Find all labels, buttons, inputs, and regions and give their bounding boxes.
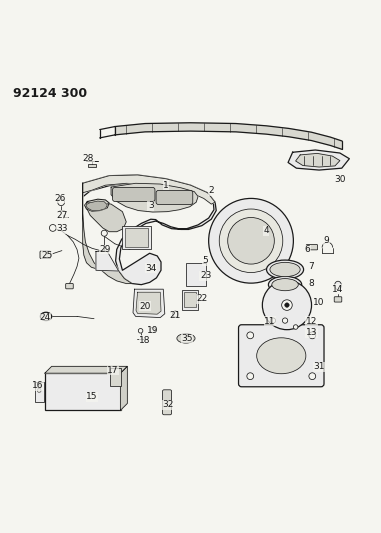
Polygon shape xyxy=(133,289,165,318)
Circle shape xyxy=(37,385,41,389)
Text: 9: 9 xyxy=(324,236,330,245)
Text: 6: 6 xyxy=(305,245,311,254)
Text: 14: 14 xyxy=(332,285,344,294)
Circle shape xyxy=(50,224,56,231)
Polygon shape xyxy=(45,366,127,373)
Circle shape xyxy=(263,280,312,330)
Polygon shape xyxy=(86,201,107,211)
Text: 10: 10 xyxy=(313,298,325,307)
Text: 30: 30 xyxy=(334,175,346,184)
Ellipse shape xyxy=(267,260,304,279)
Polygon shape xyxy=(83,175,216,285)
FancyBboxPatch shape xyxy=(156,190,193,205)
FancyBboxPatch shape xyxy=(184,292,196,308)
Text: 35: 35 xyxy=(181,334,192,343)
FancyBboxPatch shape xyxy=(163,390,171,415)
Polygon shape xyxy=(83,175,215,204)
FancyBboxPatch shape xyxy=(113,188,155,201)
FancyBboxPatch shape xyxy=(182,290,198,310)
Text: 92124 300: 92124 300 xyxy=(13,87,87,100)
Text: 8: 8 xyxy=(309,279,314,288)
Circle shape xyxy=(101,230,107,236)
Bar xyxy=(88,164,96,167)
Circle shape xyxy=(285,303,289,308)
Polygon shape xyxy=(296,154,340,167)
Polygon shape xyxy=(136,292,161,314)
FancyBboxPatch shape xyxy=(239,325,324,387)
Text: 27: 27 xyxy=(56,211,67,220)
Text: 34: 34 xyxy=(145,264,157,273)
Text: 29: 29 xyxy=(100,245,111,254)
FancyBboxPatch shape xyxy=(110,368,120,386)
Text: 24: 24 xyxy=(39,313,51,322)
FancyBboxPatch shape xyxy=(334,297,342,302)
Text: 20: 20 xyxy=(139,302,151,311)
Polygon shape xyxy=(288,150,349,170)
Circle shape xyxy=(37,389,41,392)
Text: 12: 12 xyxy=(306,317,317,326)
Ellipse shape xyxy=(40,312,52,320)
Polygon shape xyxy=(96,252,118,271)
Circle shape xyxy=(58,199,64,206)
Text: 5: 5 xyxy=(203,256,208,265)
Ellipse shape xyxy=(177,334,195,343)
Polygon shape xyxy=(83,183,132,284)
FancyBboxPatch shape xyxy=(66,284,73,289)
Ellipse shape xyxy=(335,281,341,289)
FancyBboxPatch shape xyxy=(306,245,318,250)
Text: 2: 2 xyxy=(208,187,214,196)
Polygon shape xyxy=(115,123,342,149)
Text: 19: 19 xyxy=(147,326,158,335)
Polygon shape xyxy=(120,366,127,410)
Ellipse shape xyxy=(257,338,306,374)
Circle shape xyxy=(228,217,274,264)
Circle shape xyxy=(282,318,288,323)
Circle shape xyxy=(247,332,254,339)
FancyBboxPatch shape xyxy=(125,228,148,247)
Text: 17: 17 xyxy=(107,366,119,375)
Text: 26: 26 xyxy=(54,194,66,203)
Text: 21: 21 xyxy=(170,311,181,320)
Circle shape xyxy=(293,325,298,329)
Bar xyxy=(45,373,120,410)
Circle shape xyxy=(138,328,143,333)
Text: 22: 22 xyxy=(196,294,208,303)
Text: 23: 23 xyxy=(200,271,211,280)
Text: 3: 3 xyxy=(148,201,154,211)
Polygon shape xyxy=(86,202,126,232)
Text: 13: 13 xyxy=(306,328,317,337)
Circle shape xyxy=(172,311,178,317)
Circle shape xyxy=(247,373,254,379)
Text: 1: 1 xyxy=(163,181,169,190)
Text: 4: 4 xyxy=(263,226,269,235)
Circle shape xyxy=(282,300,292,310)
Text: 32: 32 xyxy=(162,400,173,409)
Text: 18: 18 xyxy=(139,336,151,345)
Polygon shape xyxy=(111,183,198,212)
Circle shape xyxy=(209,198,293,283)
Circle shape xyxy=(270,318,275,323)
Polygon shape xyxy=(85,199,109,211)
Text: 25: 25 xyxy=(41,251,53,260)
Circle shape xyxy=(309,332,316,339)
FancyBboxPatch shape xyxy=(40,251,51,259)
Text: 31: 31 xyxy=(313,362,325,371)
Circle shape xyxy=(219,209,283,272)
Ellipse shape xyxy=(270,262,300,277)
Text: 16: 16 xyxy=(32,381,43,390)
Text: 15: 15 xyxy=(86,392,98,401)
Text: 28: 28 xyxy=(83,154,94,163)
Ellipse shape xyxy=(268,276,302,293)
Bar xyxy=(35,382,44,402)
Text: 7: 7 xyxy=(309,262,314,271)
FancyBboxPatch shape xyxy=(186,263,206,286)
Ellipse shape xyxy=(272,279,298,290)
FancyBboxPatch shape xyxy=(122,225,151,249)
Circle shape xyxy=(150,327,155,333)
Text: 11: 11 xyxy=(264,317,276,326)
Text: 33: 33 xyxy=(56,224,68,233)
Circle shape xyxy=(309,373,316,379)
